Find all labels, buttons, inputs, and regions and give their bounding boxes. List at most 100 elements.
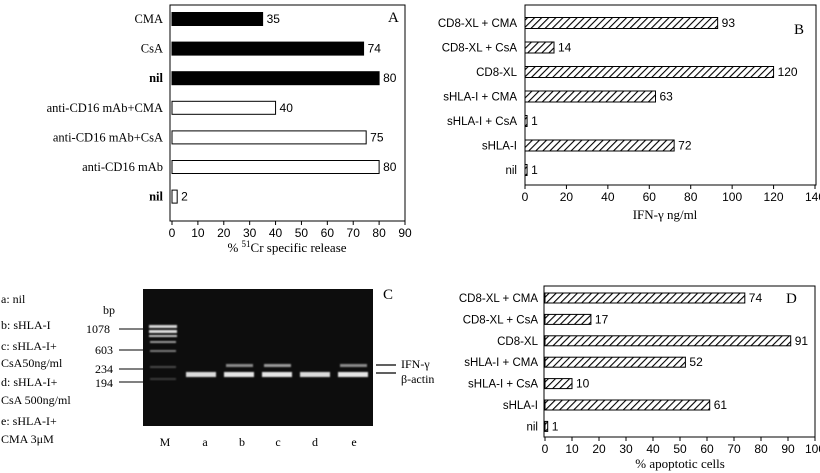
panel-a-bar-nil-6 <box>171 189 178 204</box>
panel-c: C a: nil b: sHLA-I c: sHLA-I+ CsA50ng/ml… <box>1 287 434 449</box>
panel-a-x-tick-label-80: 80 <box>372 226 386 240</box>
panel-b-bar-cd8-xl-cma-0 <box>524 17 719 29</box>
panel-b-x-tick-label-60: 60 <box>643 190 657 204</box>
panel-d-value-label-shla-i-cma-3: 52 <box>689 355 703 369</box>
panel-b-category-label-cd8-xl-cma-0: CD8-XL + CMA <box>438 18 517 30</box>
panel-a-x-tick-label-20: 20 <box>217 226 231 240</box>
panel-b-value-label-cd8-xl-cma-0: 93 <box>722 16 736 30</box>
marker-label-603: 603 <box>95 343 113 357</box>
panel-d-bar-cd8-xl-csa-1 <box>544 313 592 325</box>
lane-legend-c-cont: CsA50ng/ml <box>1 356 63 370</box>
lane-legend-e-cont: CMA 3μM <box>1 432 54 446</box>
panel-d-bar-shla-i-csa-4 <box>544 378 573 390</box>
panel-a-value-label-csa-1: 74 <box>368 42 382 56</box>
panel-a-bar-anti-cd16-mab-csa-4 <box>171 130 367 145</box>
panel-d-category-label-shla-i-cma-3: sHLA-I + CMA <box>464 357 538 369</box>
panel-b-bar-cd8-xl-csa-1 <box>524 41 555 54</box>
panel-b-bar-shla-i-5 <box>524 139 675 152</box>
lane-label-c: c <box>275 435 280 449</box>
lane-label-b: b <box>239 435 245 449</box>
lane-legend-e: e: sHLA-I+ <box>1 414 57 428</box>
panel-b-bars: CD8-XL + CMA 93 CD8-XL + CsA 14 CD8-XL 120 sHL… <box>438 16 798 177</box>
panel-b-category-label-shla-i-csa-4: sHLA-I + CsA <box>447 116 517 128</box>
panel-b-value-label-shla-i-5: 72 <box>678 139 692 153</box>
panel-b-x-axis: 0 20 40 60 80 100 120 140 <box>522 185 820 204</box>
panel-a-value-label-nil-2: 80 <box>383 71 397 85</box>
panel-d-value-label-cd8-xl-csa-1: 17 <box>595 312 609 326</box>
panel-b-category-label-cd8-xl-2: CD8-XL <box>476 67 518 79</box>
panel-b-value-label-cd8-xl-csa-1: 14 <box>558 41 572 55</box>
panel-d-x-tick-label-20: 20 <box>592 442 606 456</box>
panel-a-value-label-nil-6: 2 <box>181 190 188 204</box>
marker-label-194: 194 <box>95 376 113 390</box>
panel-d-category-label-cd8-xl-2: CD8-XL <box>497 336 539 348</box>
panel-d-value-label-shla-i-csa-4: 10 <box>576 377 590 391</box>
lane-legend-a: a: nil <box>1 292 26 306</box>
panel-a-bar-anti-cd16-mab-5 <box>171 160 380 174</box>
panel-d-letter: D <box>786 291 797 307</box>
panel-d-value-label-cd8-xl-cma-0: 74 <box>749 291 763 305</box>
panel-b-bar-cd8-xl-2 <box>524 66 775 78</box>
marker-label-234: 234 <box>95 362 113 376</box>
panel-b-value-label-cd8-xl-2: 120 <box>778 65 798 79</box>
gel-bands <box>149 325 368 380</box>
panel-a-x-tick-label-70: 70 <box>347 226 361 240</box>
lane-legend-d-cont: CsA 500ng/ml <box>1 393 71 407</box>
lane-legend-d: d: sHLA-I+ <box>1 375 58 389</box>
panel-d-x-tick-label-80: 80 <box>754 442 768 456</box>
bp-unit-label: bp <box>103 303 115 317</box>
panel-a-bar-nil-2 <box>171 71 380 86</box>
panel-d-x-axis-label: % apoptotic cells <box>635 456 725 471</box>
panel-d-category-label-shla-i-csa-4: sHLA-I + CsA <box>468 379 538 391</box>
panel-a-value-label-anti-cd16-mab-5: 80 <box>383 160 397 174</box>
panel-d-x-tick-label-50: 50 <box>673 442 687 456</box>
lane-label-e: e <box>351 435 356 449</box>
panel-a-x-tick-label-90: 90 <box>398 226 412 240</box>
panel-a-category-label-anti-cd16-mab-csa-4: anti-CD16 mAb+CsA <box>53 130 163 144</box>
panel-d-value-label-cd8-xl-2: 91 <box>795 334 809 348</box>
panel-a-category-label-csa-1: CsA <box>141 42 163 56</box>
panel-d-x-tick-label-90: 90 <box>781 442 795 456</box>
marker-label-1078: 1078 <box>86 322 110 336</box>
panel-b-letter: B <box>794 22 804 38</box>
panel-a-bars: CMA 35 CsA 74 nil 80 anti-CD16 mAb+CMA 40 anti-C… <box>47 12 397 204</box>
lane-legend-c: c: sHLA-I+ <box>1 339 57 353</box>
panel-a-x-tick-label-50: 50 <box>295 226 309 240</box>
lane-label-a: a <box>202 435 208 449</box>
panel-b-value-label-nil-6: 1 <box>531 163 538 177</box>
band-label-beta-actin: β-actin <box>401 372 434 386</box>
panel-d: D CD8-XL + CMA 74 CD8-XL + CsA 17 CD8-XL 91 sH… <box>459 285 820 471</box>
panel-a-category-label-anti-cd16-mab-cma-3: anti-CD16 mAb+CMA <box>47 101 163 115</box>
panel-d-value-label-shla-i-5: 61 <box>714 398 728 412</box>
panel-c-letter: C <box>383 287 393 303</box>
gel-image <box>143 289 373 426</box>
panel-d-x-tick-label-30: 30 <box>619 442 633 456</box>
panel-a-x-tick-label-0: 0 <box>169 226 176 240</box>
panel-b-x-tick-label-40: 40 <box>601 190 615 204</box>
panel-d-bar-cd8-xl-2 <box>544 335 792 347</box>
band-label-ifn-gamma: IFN-γ <box>401 357 430 371</box>
panel-b-category-label-cd8-xl-csa-1: CD8-XL + CsA <box>442 43 518 55</box>
panel-a-bar-anti-cd16-mab-cma-3 <box>171 100 277 115</box>
panel-b-x-tick-label-0: 0 <box>522 190 529 204</box>
panel-d-bars: CD8-XL + CMA 74 CD8-XL + CsA 17 CD8-XL 91 sHLA… <box>459 291 809 433</box>
panel-b-x-tick-label-20: 20 <box>560 190 574 204</box>
panel-b-bar-shla-i-cma-3 <box>524 90 656 103</box>
panel-d-x-tick-label-10: 10 <box>565 442 579 456</box>
panel-b-category-label-nil-6: nil <box>505 165 517 177</box>
panel-b-value-label-shla-i-cma-3: 63 <box>660 90 674 104</box>
panel-a-x-tick-label-60: 60 <box>321 226 335 240</box>
panel-d-x-tick-label-40: 40 <box>646 442 660 456</box>
panel-a-x-axis-label: % 51Cr specific release <box>227 239 346 255</box>
panel-b-bar-shla-i-csa-4 <box>524 115 528 127</box>
panel-d-bar-shla-i-cma-3 <box>544 356 686 368</box>
panel-b-x-axis-label: IFN-γ ng/ml <box>633 207 698 222</box>
panel-d-category-label-nil-6: nil <box>526 421 538 433</box>
panel-b-x-tick-label-100: 100 <box>722 190 742 204</box>
panel-d-bar-cd8-xl-cma-0 <box>544 292 746 304</box>
panel-a-frame <box>169 4 406 222</box>
panel-d-x-axis: 0 10 20 30 40 50 60 70 80 90 100 <box>542 437 820 456</box>
panel-a-x-tick-label-30: 30 <box>243 226 257 240</box>
